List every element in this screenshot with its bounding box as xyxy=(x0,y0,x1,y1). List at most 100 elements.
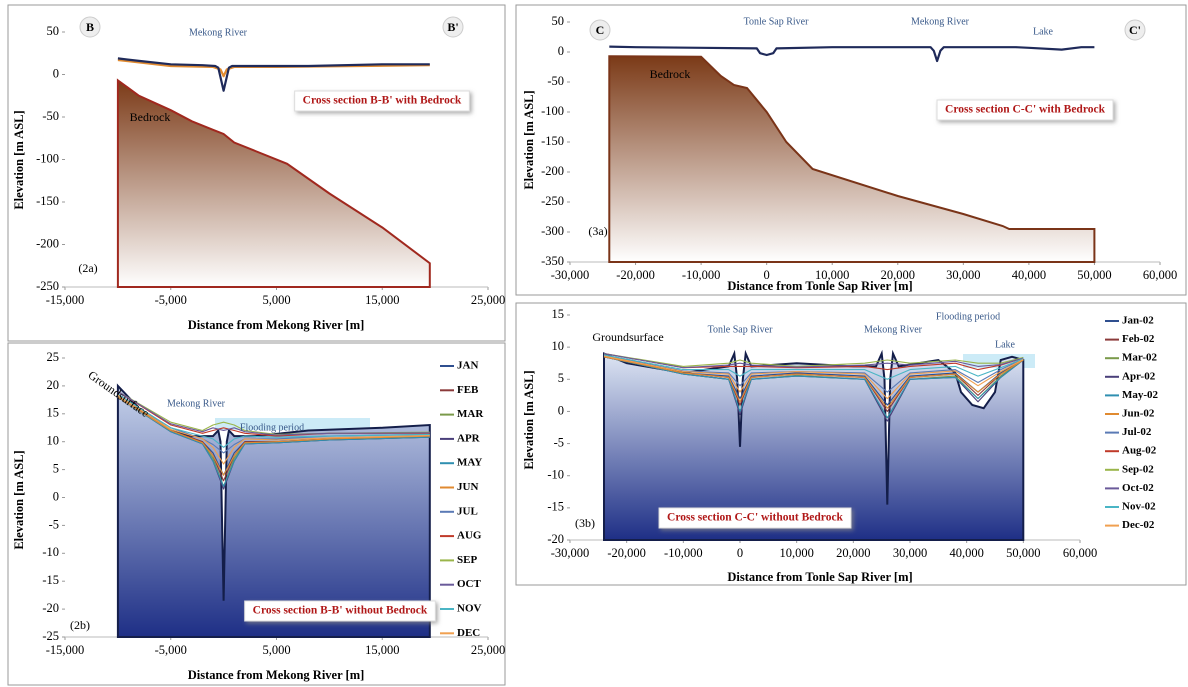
y-tick-label: -50 xyxy=(42,109,59,123)
legend-label: JUL xyxy=(457,505,478,517)
annotation: Bedrock xyxy=(650,67,691,81)
y-tick-label: 50 xyxy=(552,14,565,28)
x-tick-label: -10,000 xyxy=(682,268,721,282)
legend-label: NOV xyxy=(457,603,482,615)
y-tick-label: -15 xyxy=(547,500,564,514)
legend-label: Feb-02 xyxy=(1122,333,1155,345)
x-tick-label: 5,000 xyxy=(262,643,290,657)
legend-label: Aug-02 xyxy=(1122,445,1157,457)
legend-label: Nov-02 xyxy=(1122,501,1156,513)
legend-label: JAN xyxy=(457,360,478,372)
panel-label: (2a) xyxy=(78,261,97,275)
x-tick-label: 60,000 xyxy=(1063,546,1097,560)
y-tick-label: 15 xyxy=(47,406,60,420)
x-tick-label: 0 xyxy=(737,546,743,560)
x-tick-label: -5,000 xyxy=(155,293,187,307)
x-tick-label: 50,000 xyxy=(1077,268,1111,282)
x-tick-label: -30,000 xyxy=(551,268,590,282)
legend-label: SEP xyxy=(457,554,477,566)
x-tick-label: 10,000 xyxy=(779,546,813,560)
y-tick-label: 5 xyxy=(558,371,564,385)
y-axis-label: Elevation [m ASL] xyxy=(12,450,26,549)
y-tick-label: -100 xyxy=(36,151,59,165)
x-axis-label: Distance from Mekong River [m] xyxy=(188,668,365,682)
y-tick-label: -5 xyxy=(554,435,564,449)
legend-label: Mar-02 xyxy=(1122,352,1158,364)
y-tick-label: -200 xyxy=(36,236,59,250)
legend-label: May-02 xyxy=(1122,389,1159,401)
y-tick-label: 0 xyxy=(53,66,59,80)
annotation: Mekong River xyxy=(864,324,923,335)
annotation: Bedrock xyxy=(130,110,171,124)
section-label: C xyxy=(596,23,605,37)
x-tick-label: 30,000 xyxy=(893,546,927,560)
legend-label: DEC xyxy=(457,627,480,639)
legend-label: APR xyxy=(457,432,481,444)
caption: Cross section B-B' without Bedrock xyxy=(253,605,428,617)
x-tick-label: 40,000 xyxy=(949,546,983,560)
y-tick-label: -250 xyxy=(36,279,59,293)
y-tick-label: 10 xyxy=(552,339,565,353)
x-tick-label: -10,000 xyxy=(664,546,703,560)
legend-label: Dec-02 xyxy=(1122,519,1155,531)
legend-label: Oct-02 xyxy=(1122,482,1154,494)
y-tick-label: 50 xyxy=(47,24,60,38)
annotation: Tonle Sap River xyxy=(708,324,774,335)
y-tick-label: -10 xyxy=(42,545,59,559)
y-axis-label: Elevation [m ASL] xyxy=(522,370,536,469)
y-axis-label: Elevation [m ASL] xyxy=(12,110,26,209)
annotation: Lake xyxy=(1033,26,1054,37)
legend-label: Jul-02 xyxy=(1122,426,1152,438)
x-tick-label: -30,000 xyxy=(551,546,590,560)
y-tick-label: -20 xyxy=(42,601,59,615)
annotation: Mekong River xyxy=(189,27,248,38)
x-tick-label: 50,000 xyxy=(1006,546,1040,560)
annotation: Mekong River xyxy=(911,16,970,27)
y-tick-label: -200 xyxy=(541,164,564,178)
annotation: Groundsurface xyxy=(592,330,663,344)
section-label: B xyxy=(86,20,94,34)
legend-label: Apr-02 xyxy=(1122,370,1156,382)
legend-label: OCT xyxy=(457,578,482,590)
x-tick-label: 5,000 xyxy=(262,293,290,307)
x-tick-label: 25,000 xyxy=(471,293,505,307)
y-tick-label: 25 xyxy=(47,350,60,364)
y-tick-label: 10 xyxy=(47,434,60,448)
y-tick-label: -150 xyxy=(541,134,564,148)
panel-label: (2b) xyxy=(70,618,90,632)
x-tick-label: -20,000 xyxy=(607,546,646,560)
x-axis-label: Distance from Tonle Sap River [m] xyxy=(727,570,912,584)
panel: 50 0 -50 -100 -150 -200 -250-15,000 -5,000 5,000… xyxy=(8,5,505,341)
y-tick-label: -150 xyxy=(36,194,59,208)
x-axis-label: Distance from Mekong River [m] xyxy=(188,318,365,332)
x-tick-label: 25,000 xyxy=(471,643,505,657)
x-tick-label: -5,000 xyxy=(155,643,187,657)
y-axis-label: Elevation [m ASL] xyxy=(522,90,536,189)
x-tick-label: 40,000 xyxy=(1012,268,1046,282)
y-tick-label: 0 xyxy=(558,403,564,417)
x-tick-label: -15,000 xyxy=(46,293,85,307)
annotation: Flooding period xyxy=(240,422,304,433)
x-tick-label: 60,000 xyxy=(1143,268,1177,282)
caption: Cross section C-C' without Bedrock xyxy=(667,512,844,524)
x-tick-label: -15,000 xyxy=(46,643,85,657)
x-tick-label: 30,000 xyxy=(946,268,980,282)
legend-label: Jan-02 xyxy=(1122,315,1154,327)
annotation: Flooding period xyxy=(936,311,1000,322)
legend-label: Jun-02 xyxy=(1122,408,1155,420)
x-axis-label: Distance from Tonle Sap River [m] xyxy=(727,279,912,293)
legend-label: AUG xyxy=(457,530,482,542)
annotation: Lake xyxy=(995,339,1016,350)
y-tick-label: 20 xyxy=(47,378,60,392)
legend-label: MAY xyxy=(457,457,482,469)
y-tick-label: 0 xyxy=(558,44,564,58)
panel-label: (3b) xyxy=(575,516,595,530)
annotation: Mekong River xyxy=(167,398,226,409)
caption: Cross section B-B' with Bedrock xyxy=(303,95,462,107)
y-tick-label: 0 xyxy=(53,489,59,503)
annotation: Tonle Sap River xyxy=(744,16,810,27)
y-tick-label: 15 xyxy=(552,307,565,321)
y-tick-label: -100 xyxy=(541,104,564,118)
x-tick-label: 20,000 xyxy=(836,546,870,560)
